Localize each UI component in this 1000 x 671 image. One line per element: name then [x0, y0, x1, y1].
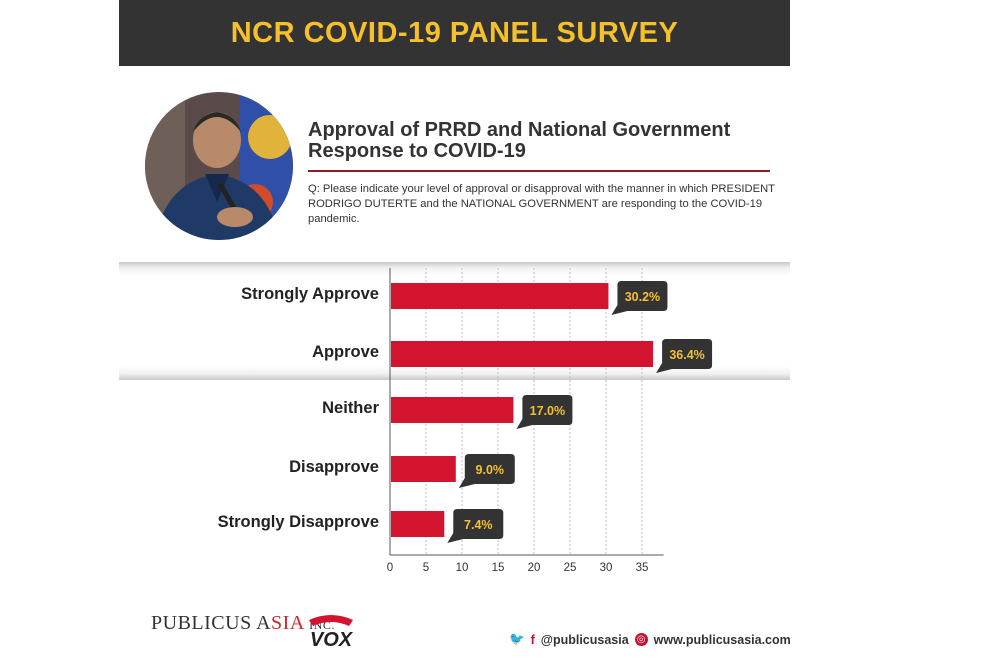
- globe-icon[interactable]: ◎: [634, 633, 648, 646]
- logo-text-accent: SIA: [271, 612, 304, 634]
- x-tick-label-5: 5: [423, 562, 429, 574]
- survey-question: Q: Please indicate your level of approva…: [308, 183, 775, 225]
- website-link[interactable]: www.publicusasia.com: [653, 632, 791, 647]
- x-tick-label-20: 20: [528, 562, 541, 574]
- x-tick-label-35: 35: [636, 562, 649, 574]
- header-title: NCR COVID-19 PANEL SURVEY: [230, 16, 679, 49]
- logo-text-main: PUBLICUS A: [151, 612, 272, 634]
- svg-text:17.0%: 17.0%: [530, 404, 565, 418]
- x-tick-label-0: 0: [387, 562, 393, 574]
- svg-text:9.0%: 9.0%: [476, 463, 505, 477]
- facebook-icon[interactable]: f: [530, 632, 535, 647]
- infographic-card: NCR COVID-19 PANEL SURVEY Approval of PR…: [119, 0, 791, 671]
- data-label-neither: 17.0%: [516, 395, 573, 429]
- bar-approve: [391, 341, 654, 367]
- category-label-strongly-approve: Strongly Approve: [241, 285, 379, 303]
- x-tick-label-10: 10: [456, 562, 469, 574]
- section-title: Approval of PRRD and National Government…: [308, 119, 731, 162]
- data-label-strongly-disapprove: 7.4%: [447, 509, 504, 543]
- x-tick-label-30: 30: [600, 562, 613, 574]
- bar-disapprove: [391, 456, 456, 482]
- data-label-disapprove: 9.0%: [458, 454, 515, 488]
- category-label-disapprove: Disapprove: [289, 458, 379, 476]
- svg-text:30.2%: 30.2%: [625, 290, 660, 304]
- svg-text:7.4%: 7.4%: [464, 518, 493, 532]
- bar-strongly-disapprove: [391, 511, 445, 537]
- category-label-neither: Neither: [322, 399, 379, 417]
- svg-text:36.4%: 36.4%: [669, 348, 704, 362]
- social-links: 🐦 f @publicusasia ◎ www.publicusasia.com: [509, 632, 791, 647]
- social-handle[interactable]: @publicusasia: [540, 632, 629, 647]
- category-label-strongly-disapprove: Strongly Disapprove: [217, 513, 379, 531]
- category-label-approve: Approve: [312, 343, 379, 361]
- data-label-approve: 36.4%: [656, 339, 713, 373]
- header-banner: NCR COVID-19 PANEL SURVEY: [119, 0, 790, 66]
- vox-text: VOX: [310, 629, 354, 651]
- vox-logo: VOX: [305, 612, 357, 656]
- x-tick-label-15: 15: [492, 562, 505, 574]
- x-tick-label-25: 25: [564, 562, 577, 574]
- data-label-strongly-approve: 30.2%: [611, 281, 668, 315]
- twitter-icon[interactable]: 🐦: [509, 632, 525, 646]
- bar-neither: [391, 397, 514, 423]
- bar-chart: 0 5 10 15 20 25 30 35 30.2% 36.4% 17.0% 9.0% 7.4%: [387, 268, 713, 574]
- title-divider: [308, 170, 770, 172]
- bar-strongly-approve: [391, 283, 609, 309]
